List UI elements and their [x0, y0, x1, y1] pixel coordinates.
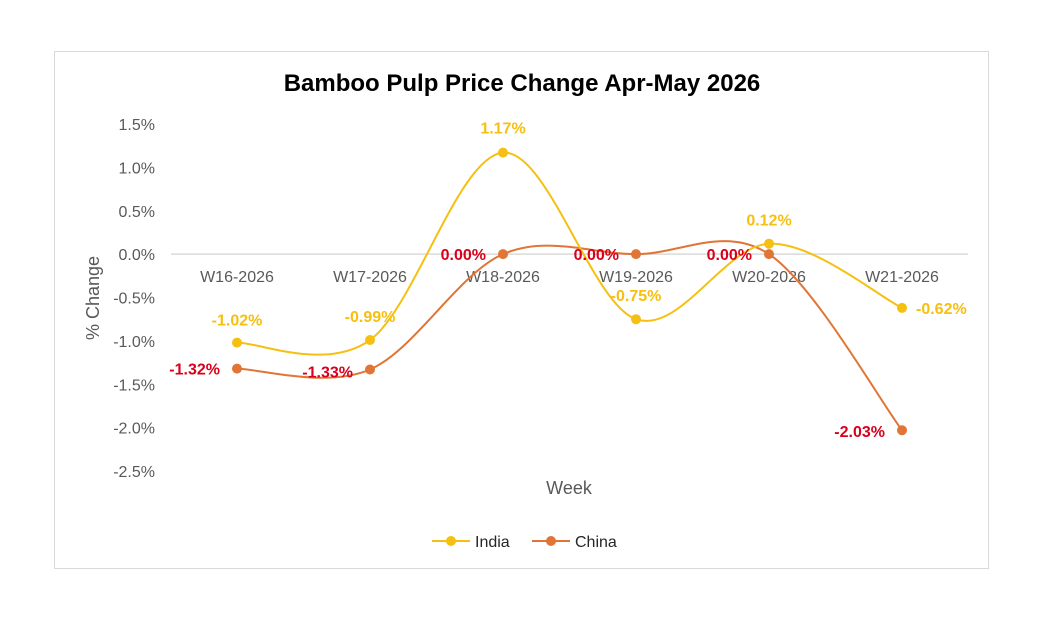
y-tick-label: -1.0%: [113, 334, 155, 351]
data-label-china: 0.00%: [574, 247, 619, 264]
legend-label-india: India: [475, 534, 510, 551]
x-axis-ticks: W16-2026 W17-2026 W18-2026 W19-2026 W20-2026…: [200, 269, 939, 286]
legend-label-china: China: [575, 534, 617, 551]
x-tick-label: W19-2026: [599, 269, 673, 286]
legend-marker: [546, 536, 556, 546]
data-point-china: [232, 363, 242, 374]
y-tick-label: 1.5%: [119, 117, 155, 134]
y-axis-title: % Change: [83, 256, 103, 340]
chart-area: [54, 51, 989, 569]
y-tick-label: -2.0%: [113, 421, 155, 438]
data-label-china: -1.33%: [302, 365, 353, 382]
y-tick-label: 0.5%: [119, 204, 155, 221]
data-point-india: [498, 147, 508, 158]
y-tick-label: 1.0%: [119, 160, 155, 177]
series-layer: [232, 147, 907, 436]
y-axis-ticks: 1.5% 1.0% 0.5% 0.0% -0.5% -1.0% -1.5% -2.0% -2.5…: [113, 117, 155, 481]
data-labels: -1.32% -1.33% 0.00% 0.00% 0.00% -2.03% -1.02% -…: [169, 121, 966, 442]
data-label-india: 1.17%: [480, 121, 525, 138]
data-label-china: 0.00%: [441, 247, 486, 264]
y-tick-label: 0.0%: [119, 247, 155, 264]
chart-title: Bamboo Pulp Price Change Apr-May 2026: [284, 70, 761, 97]
data-label-china: -2.03%: [834, 424, 885, 441]
legend-marker: [446, 536, 456, 546]
x-tick-label: W18-2026: [466, 269, 540, 286]
data-label-india: 0.12%: [746, 213, 791, 230]
x-tick-label: W16-2026: [200, 269, 274, 286]
y-tick-label: -2.5%: [113, 464, 155, 481]
data-label-india: -0.99%: [345, 309, 396, 326]
x-tick-label: W20-2026: [732, 269, 806, 286]
data-label-india: -0.75%: [611, 288, 662, 305]
data-point-china: [764, 249, 774, 260]
data-point-china: [365, 364, 375, 375]
data-label-india: -0.62%: [916, 301, 967, 318]
y-tick-label: -0.5%: [113, 291, 155, 308]
data-label-india: -1.02%: [212, 313, 263, 330]
data-point-india: [232, 337, 242, 348]
data-point-china: [631, 249, 641, 260]
data-point-india: [764, 238, 774, 249]
y-tick-label: -1.5%: [113, 377, 155, 394]
data-label-china: 0.00%: [707, 247, 752, 264]
data-point-india: [897, 302, 907, 313]
data-point-china: [897, 425, 907, 436]
x-tick-label: W17-2026: [333, 269, 407, 286]
data-point-china: [498, 249, 508, 260]
legend: India China: [432, 534, 617, 551]
data-point-india: [631, 314, 641, 325]
x-axis-title: Week: [546, 478, 593, 498]
data-point-india: [365, 335, 375, 346]
data-label-china: -1.32%: [169, 362, 220, 379]
x-tick-label: W21-2026: [865, 269, 939, 286]
